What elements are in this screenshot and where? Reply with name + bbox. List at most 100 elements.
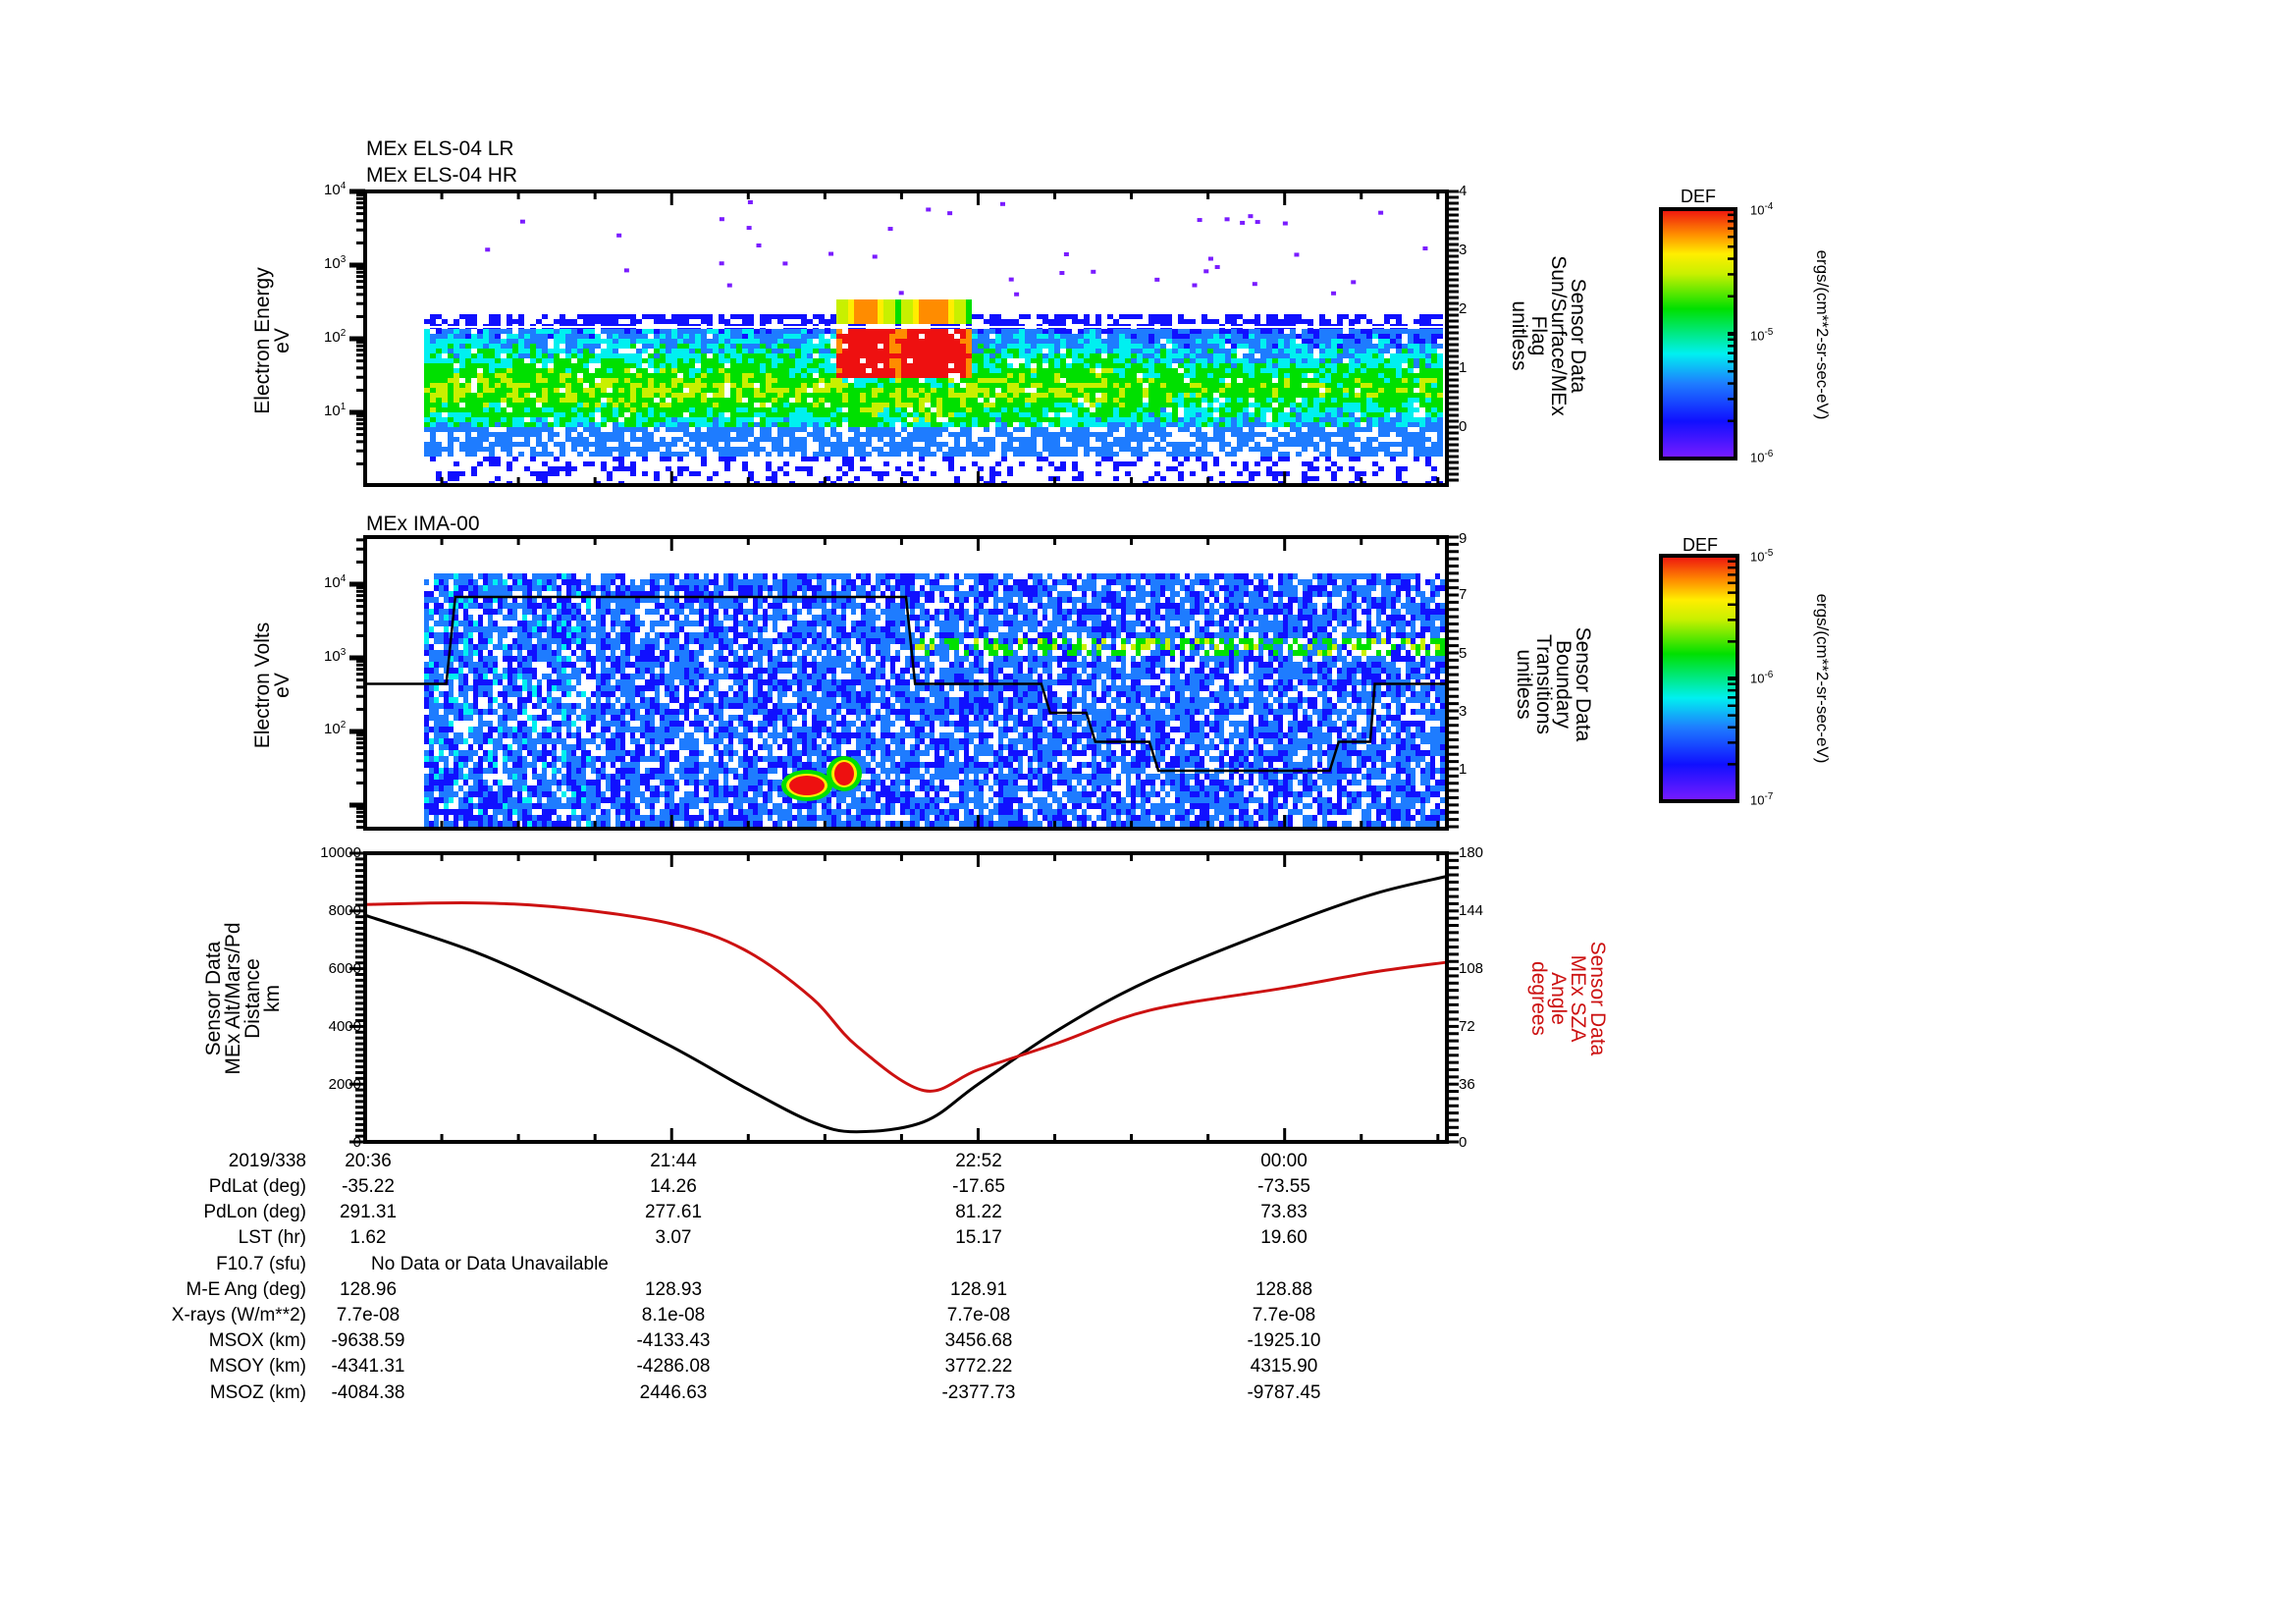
ephem-row-note: No Data or Data Unavailable (371, 1253, 609, 1274)
panel1-title-lr: MEx ELS-04 LR (366, 137, 514, 160)
colorbar-ima (1659, 554, 1739, 803)
ephem-value: 128.91 (949, 1278, 1008, 1300)
colorbar1-tick: 10-6 (1750, 449, 1774, 465)
ephem-value: -9787.45 (1247, 1381, 1321, 1403)
ephem-row-label: MSOY (km) (209, 1356, 306, 1378)
panel2-rtick: 5 (1459, 645, 1468, 662)
colorbar1-title: DEF (1681, 187, 1716, 206)
ephem-value: 14.26 (650, 1176, 697, 1197)
ephem-value: -4286.08 (636, 1356, 711, 1378)
ephem-row-label: MSOX (km) (208, 1330, 306, 1352)
ephem-value: 128.93 (644, 1278, 703, 1300)
panel3-rtick: 0 (1459, 1134, 1468, 1151)
panel1-ytick: 102 (324, 328, 347, 346)
panel2-right-label: Sensor Data Boundary Transitions unitles… (1513, 626, 1594, 742)
ephem-value: 128.88 (1255, 1278, 1313, 1300)
ephem-value: -35.22 (342, 1176, 395, 1197)
panel3-rtick: 144 (1459, 902, 1484, 919)
panel1-rtick: 0 (1459, 418, 1468, 435)
sza-line (364, 901, 1448, 1093)
panel1-ytick: 104 (324, 181, 347, 198)
ephem-row-label: M-E Ang (deg) (186, 1278, 307, 1300)
colorbar-ticks (1728, 213, 1735, 803)
panel1-ylabel: Electron Energy eV (251, 267, 294, 414)
ephem-value: 128.96 (339, 1278, 398, 1300)
ephem-value: 3.07 (655, 1227, 692, 1249)
ephem-value: -73.55 (1257, 1176, 1310, 1197)
panel2-ytick: 102 (324, 720, 347, 737)
ephem-row-label: MSOZ (km) (209, 1381, 306, 1403)
panel2-ytick: 103 (324, 647, 347, 665)
ephem-value: -17.65 (952, 1176, 1005, 1197)
time-label: 20:36 (345, 1151, 392, 1171)
panel1-rtick: 3 (1459, 242, 1468, 258)
panel2-rtick: 1 (1459, 761, 1468, 778)
panel1-rtick: 4 (1459, 183, 1468, 199)
ephem-value: 15.17 (955, 1227, 1002, 1249)
ephem-value: 2446.63 (639, 1381, 708, 1403)
ephem-value: 7.7e-08 (1252, 1305, 1316, 1325)
panel1-right-label: Sensor Data Sun/Surface/MEx Flag unitles… (1508, 255, 1589, 416)
axes (349, 189, 1459, 1144)
colorbar1-tick: 10-4 (1750, 201, 1774, 218)
time-label: 22:52 (955, 1151, 1002, 1171)
colorbar1-tick: 10-5 (1750, 327, 1774, 344)
ephem-value: 81.22 (955, 1202, 1002, 1223)
ephem-value: 291.31 (339, 1202, 398, 1223)
ima-spectrogram (365, 573, 1447, 827)
ephem-value: 73.83 (1260, 1202, 1308, 1223)
panel3-ltick: 8000 (328, 902, 361, 919)
panel3-rtick: 72 (1459, 1018, 1475, 1035)
altitude-sza-lines (364, 875, 1448, 1134)
time-label: 21:44 (650, 1151, 697, 1171)
colorbar2-tick: 10-5 (1750, 548, 1774, 565)
panel2-rtick: 9 (1459, 530, 1468, 547)
panel2-ytick: 104 (324, 573, 347, 591)
panel1-rtick: 1 (1459, 359, 1468, 376)
ephem-value: 3456.68 (944, 1330, 1013, 1352)
colorbar2-unit: ergs/(cm**2-sr-sec-eV) (1813, 593, 1832, 764)
ephem-row-label: LST (hr) (238, 1227, 306, 1249)
panel1-ytick: 101 (324, 402, 347, 419)
ephem-row-label: PdLat (deg) (208, 1176, 306, 1197)
panel1-rtick: 2 (1459, 300, 1468, 317)
ephem-value: -4341.31 (331, 1356, 405, 1378)
colorbar1-unit: ergs/(cm**2-sr-sec-eV) (1813, 249, 1832, 420)
colorbar2-tick: 10-7 (1750, 791, 1774, 808)
colorbar2-tick: 10-6 (1750, 670, 1774, 686)
ephem-value: 3772.22 (944, 1356, 1013, 1378)
panel3-right-label: Sensor Data MEx SZA Angle degrees (1527, 941, 1609, 1056)
panel2-rtick: 3 (1459, 703, 1468, 720)
ephem-value: -4133.43 (636, 1330, 711, 1352)
panel3-ltick: 10000 (320, 844, 361, 861)
ephem-row-label: F10.7 (sfu) (216, 1253, 306, 1274)
panel2-ylabel: Electron Volts eV (251, 622, 294, 749)
colorbar2-title: DEF (1682, 535, 1718, 555)
panel3-ltick: 6000 (328, 960, 361, 977)
ephem-value: 277.61 (644, 1202, 703, 1223)
ephem-value: -2377.73 (941, 1381, 1016, 1403)
panel3-left-label: Sensor Data MEx Alt/Mars/Pd Distance km (202, 922, 284, 1075)
ephem-value: 7.7e-08 (336, 1305, 400, 1325)
panel3-rtick: 36 (1459, 1076, 1475, 1093)
ephem-row-label: PdLon (deg) (203, 1202, 306, 1223)
ephem-value: 1.62 (349, 1227, 387, 1249)
time-label: 00:00 (1260, 1151, 1308, 1171)
panel3-rtick: 108 (1459, 960, 1484, 977)
panel3-ltick: 4000 (328, 1018, 361, 1035)
panel2-title: MEx IMA-00 (366, 513, 480, 535)
altitude-line (364, 875, 1448, 1134)
colorbar-els (1659, 207, 1737, 460)
els-spectrogram (424, 199, 1443, 486)
ephem-value: -9638.59 (331, 1330, 405, 1352)
panel1-title-hr: MEx ELS-04 HR (366, 164, 518, 187)
ephem-value: -1925.10 (1247, 1330, 1321, 1352)
ephem-value: 8.1e-08 (641, 1305, 706, 1325)
ephem-value: 19.60 (1260, 1227, 1308, 1249)
ephem-date: 2019/338 (228, 1151, 306, 1171)
ephem-value: -4084.38 (331, 1381, 405, 1403)
panel3-ltick: 2000 (328, 1076, 361, 1093)
ephem-value: 7.7e-08 (946, 1305, 1011, 1325)
ephem-row-label: X-rays (W/m**2) (171, 1305, 306, 1325)
